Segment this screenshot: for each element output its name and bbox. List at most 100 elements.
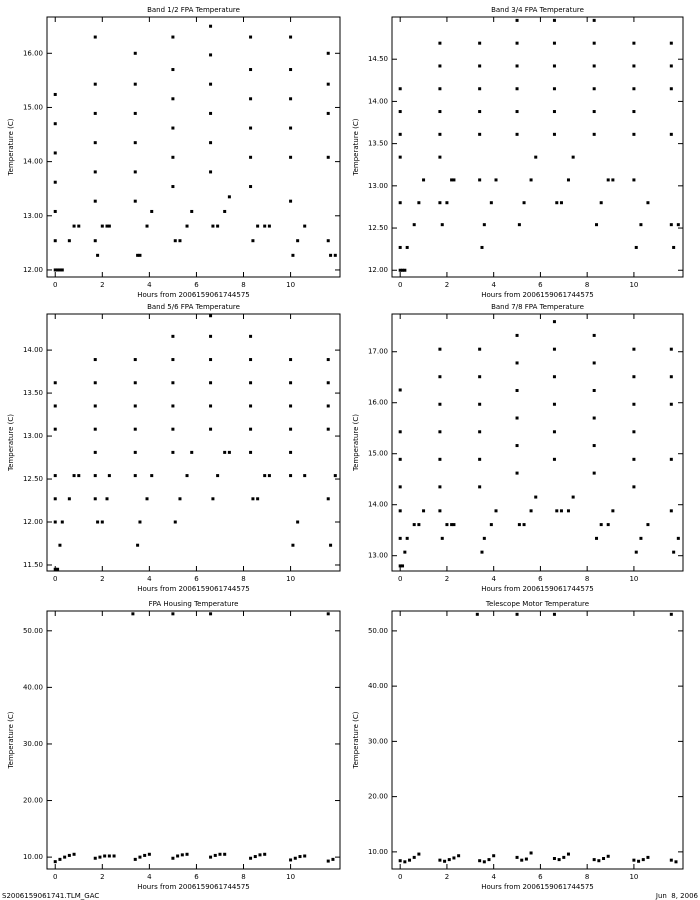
data-point	[289, 858, 293, 862]
data-point	[190, 450, 194, 454]
data-point	[398, 388, 402, 392]
x-tick-label: 4	[147, 873, 152, 881]
data-point	[289, 35, 293, 39]
data-point	[422, 509, 426, 513]
data-point	[249, 185, 253, 189]
y-tick-label: 16.00	[368, 399, 388, 407]
data-point	[171, 35, 175, 39]
data-point	[487, 858, 491, 862]
data-point	[566, 509, 570, 513]
data-point	[478, 402, 482, 406]
data-point	[53, 122, 57, 126]
data-point	[289, 450, 293, 454]
x-tick-label: 4	[491, 873, 496, 881]
data-point	[289, 126, 293, 130]
data-point	[632, 41, 636, 45]
data-point	[326, 155, 330, 159]
data-point	[534, 155, 538, 159]
x-tick-label: 8	[585, 281, 589, 289]
data-point	[249, 404, 253, 408]
y-tick-label: 13.00	[23, 212, 43, 220]
data-point	[176, 854, 180, 858]
data-point	[209, 53, 213, 57]
data-point	[53, 474, 57, 478]
data-point	[398, 536, 402, 540]
data-point	[438, 375, 442, 379]
y-tick-label: 50.00	[368, 627, 388, 635]
x-axis-label: Hours from 2006159061744575	[137, 883, 250, 891]
data-point	[150, 209, 154, 213]
data-point	[263, 852, 267, 856]
x-axis-label: Hours from 2006159061744575	[481, 585, 594, 593]
data-point	[105, 497, 109, 501]
data-point	[326, 859, 330, 863]
data-point	[227, 195, 231, 199]
x-tick-label: 10	[629, 281, 638, 289]
data-point	[634, 550, 638, 554]
data-point	[566, 178, 570, 182]
data-point	[552, 110, 556, 114]
data-point	[522, 201, 526, 205]
data-point	[632, 132, 636, 136]
data-point	[216, 224, 220, 228]
x-tick-label: 8	[241, 281, 245, 289]
data-point	[209, 170, 213, 174]
data-point	[592, 87, 596, 91]
data-point	[515, 132, 519, 136]
data-point	[173, 239, 177, 243]
data-point	[412, 223, 416, 227]
data-point	[482, 536, 486, 540]
data-point	[562, 855, 566, 859]
data-point	[53, 151, 57, 155]
data-point	[58, 268, 62, 272]
y-tick-label: 13.50	[368, 140, 388, 148]
data-point	[171, 155, 175, 159]
data-point	[326, 51, 330, 55]
data-point	[632, 64, 636, 68]
x-tick-label: 6	[194, 281, 199, 289]
data-point	[93, 427, 97, 431]
y-tick-label: 40.00	[368, 682, 388, 690]
data-point	[249, 427, 253, 431]
x-tick-label: 4	[491, 281, 496, 289]
data-point	[672, 550, 676, 554]
data-point	[72, 852, 76, 856]
data-point	[515, 64, 519, 68]
data-point	[253, 855, 257, 859]
data-point	[417, 852, 421, 856]
data-point	[185, 474, 189, 478]
data-point	[303, 224, 307, 228]
data-point	[632, 87, 636, 91]
data-point	[267, 474, 271, 478]
data-point	[289, 358, 293, 362]
data-point	[171, 68, 175, 72]
data-point	[492, 854, 496, 858]
data-point	[669, 858, 673, 862]
data-point	[138, 855, 142, 859]
data-point	[552, 87, 556, 91]
data-point	[552, 612, 556, 616]
data-point	[93, 404, 97, 408]
data-point	[438, 485, 442, 489]
data-point	[178, 497, 182, 501]
data-point	[133, 199, 137, 203]
data-point	[289, 155, 293, 159]
data-point	[676, 536, 680, 540]
data-point	[669, 509, 673, 513]
y-axis-label: Temperature (C)	[7, 118, 15, 176]
data-point	[72, 224, 76, 228]
data-point	[637, 859, 641, 863]
data-point	[249, 334, 253, 338]
plot-frame	[46, 16, 341, 278]
x-tick-label: 2	[445, 873, 449, 881]
plot-frame	[391, 313, 684, 572]
data-point	[552, 375, 556, 379]
x-tick-label: 0	[53, 281, 57, 289]
plot-frame	[46, 610, 341, 870]
data-point	[438, 41, 442, 45]
data-point	[326, 111, 330, 115]
data-point	[53, 268, 57, 272]
data-point	[326, 404, 330, 408]
data-point	[422, 178, 426, 182]
